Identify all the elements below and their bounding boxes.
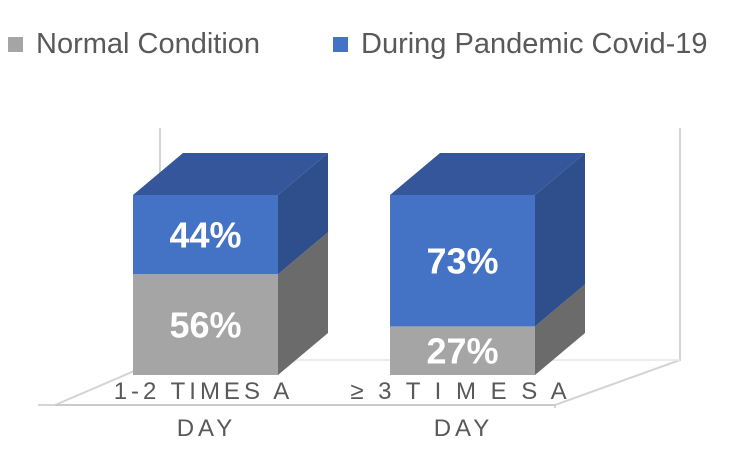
bar-1-pandemic — [133, 195, 278, 275]
category-axis-labels: 1-2 TIMES A DAY ≥ 3 T I M E S A DAY — [114, 378, 570, 442]
bar-2-normal — [390, 326, 535, 375]
bar-1-top — [133, 153, 328, 195]
bar-1-pandemic-side — [278, 153, 328, 275]
data-labels: 56% 44% 27% 73% — [169, 215, 498, 372]
bars — [133, 153, 585, 375]
category-label-2-line2: DAY — [434, 415, 494, 442]
data-label-bar-1-pandemic: 44% — [169, 215, 241, 256]
bar-2-top — [390, 153, 585, 195]
data-label-bar-2-normal: 27% — [426, 331, 498, 372]
bar-2-normal-side — [535, 284, 585, 375]
category-label-1-line1: 1-2 TIMES A — [114, 378, 294, 405]
legend-swatch-normal — [8, 37, 23, 52]
data-label-bar-2-pandemic: 73% — [426, 241, 498, 282]
legend: Normal Condition During Pandemic Covid-19 — [8, 28, 708, 60]
category-label-2-line1: ≥ 3 T I M E S A — [350, 378, 570, 405]
data-label-bar-1-normal: 56% — [169, 305, 241, 346]
legend-label-normal: Normal Condition — [36, 28, 260, 60]
bar-1-normal-side — [278, 232, 328, 375]
bar-1-normal — [133, 274, 278, 375]
bar-2-pandemic — [390, 195, 535, 327]
legend-label-pandemic: During Pandemic Covid-19 — [361, 28, 708, 60]
bar-2-pandemic-side — [535, 153, 585, 327]
category-label-1-line2: DAY — [177, 415, 237, 442]
legend-swatch-pandemic — [333, 37, 348, 52]
chart-floor-front-edge — [38, 404, 556, 408]
